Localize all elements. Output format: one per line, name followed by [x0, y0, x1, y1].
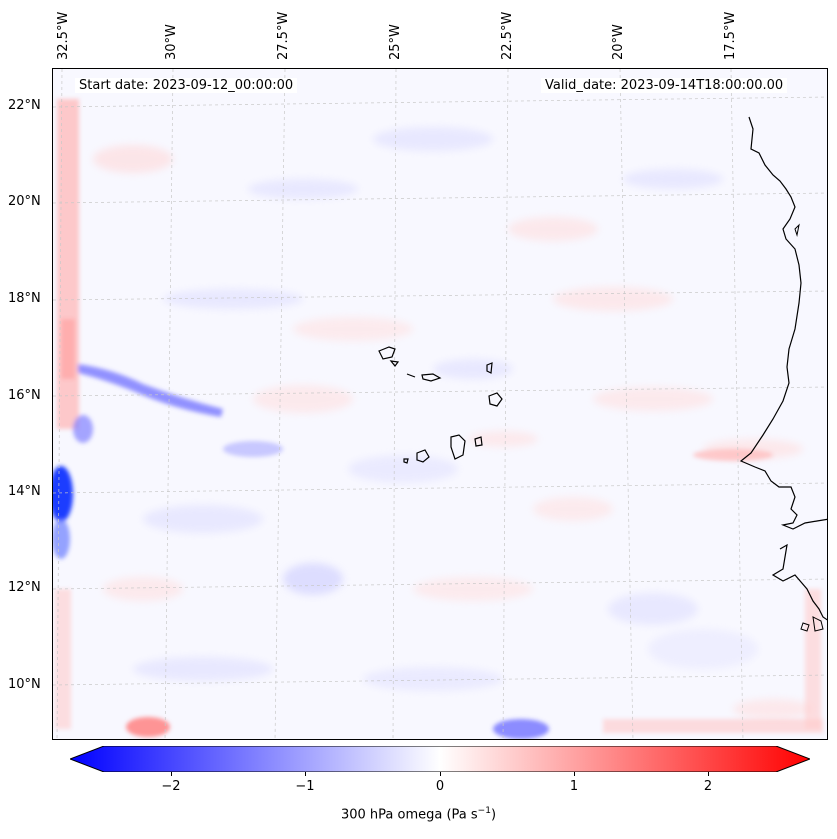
colorbar-tick: −1: [295, 779, 315, 794]
bijagos-islands: [800, 616, 824, 632]
valid-date-label: Valid_date: 2023-09-14T18:00:00.00: [541, 78, 788, 93]
gridlines: [53, 69, 827, 739]
lat-label-10n: 10°N: [8, 677, 41, 692]
lon-label-32-5w: 32.5°W: [56, 11, 71, 60]
lon-label-27-5w: 27.5°W: [276, 11, 291, 60]
colorbar-label: 300 hPa omega (Pa s−1): [340, 806, 497, 823]
lon-label-30w: 30°W: [164, 24, 179, 60]
colorbar-tick: −2: [161, 779, 181, 794]
colorbar: [68, 745, 812, 773]
colorbar-tick: 0: [435, 779, 445, 794]
coast-island: [794, 223, 800, 237]
lon-label-17-5w: 17.5°W: [723, 11, 738, 60]
field-patches: [93, 127, 813, 719]
start-date-label: Start date: 2023-09-12_00:00:00: [75, 78, 298, 93]
lat-label-22n: 22°N: [8, 98, 41, 113]
colorbar-tick: 1: [569, 779, 579, 794]
lon-label-25w: 25°W: [388, 24, 403, 60]
colorbar-tick: 2: [703, 779, 713, 794]
strong-features: [53, 99, 823, 739]
lat-label-18n: 18°N: [8, 291, 41, 306]
cape-verde-islands: [378, 346, 503, 464]
lat-label-14n: 14°N: [8, 484, 41, 499]
lon-label-22-5w: 22.5°W: [500, 11, 515, 60]
guinea-coast: [771, 543, 827, 621]
lon-label-20w: 20°W: [611, 24, 626, 60]
omega-field: [53, 69, 827, 739]
lat-label-16n: 16°N: [8, 388, 41, 403]
map-panel: [52, 68, 828, 740]
lat-label-12n: 12°N: [8, 580, 41, 595]
colorbar-gradient: [68, 745, 812, 773]
lat-label-20n: 20°N: [8, 194, 41, 209]
west-africa-coast: [739, 116, 827, 530]
